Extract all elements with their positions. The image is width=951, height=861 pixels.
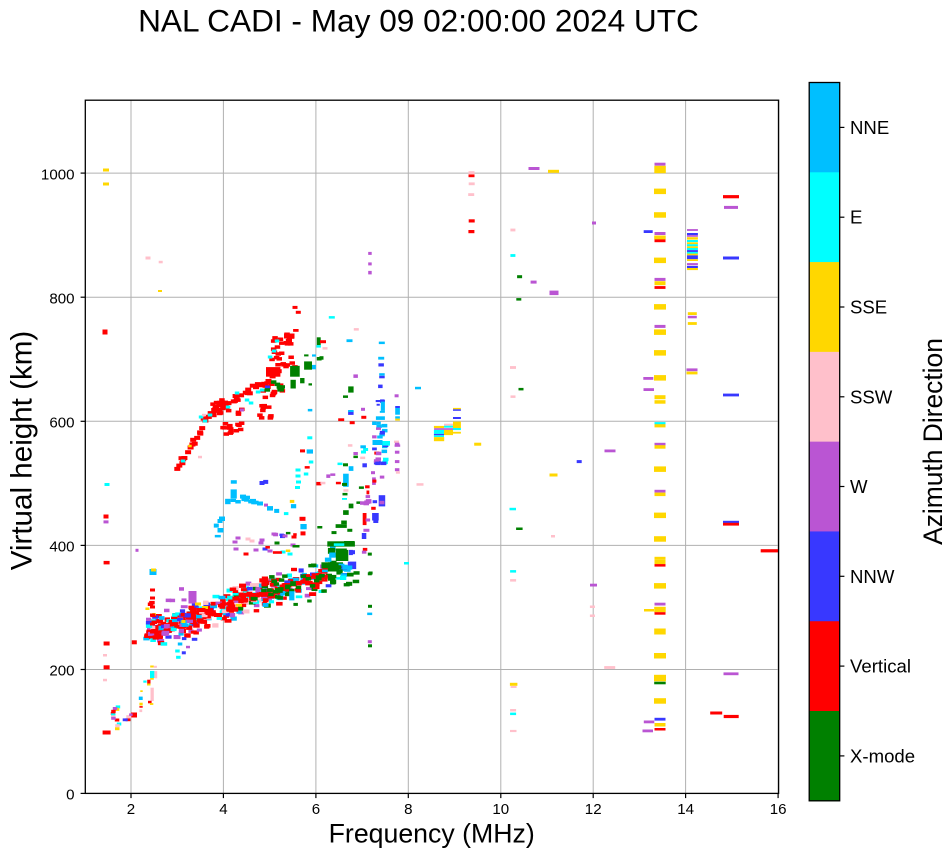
svg-text:8: 8: [404, 801, 412, 818]
svg-text:SSE: SSE: [850, 297, 887, 318]
svg-text:6: 6: [312, 801, 320, 818]
svg-text:200: 200: [49, 663, 74, 680]
svg-text:W: W: [850, 476, 868, 497]
svg-text:Vertical: Vertical: [850, 656, 911, 677]
svg-text:NNE: NNE: [850, 117, 889, 138]
svg-text:0: 0: [66, 787, 74, 804]
svg-text:16: 16: [770, 801, 787, 818]
svg-text:600: 600: [49, 415, 74, 432]
svg-text:Azimuth Direction: Azimuth Direction: [918, 338, 948, 545]
svg-text:10: 10: [492, 801, 509, 818]
svg-text:X-mode: X-mode: [850, 745, 915, 766]
svg-text:E: E: [850, 207, 862, 228]
svg-text:Virtual height (km): Virtual height (km): [6, 331, 39, 571]
svg-text:12: 12: [585, 801, 602, 818]
svg-text:SSW: SSW: [850, 386, 893, 407]
svg-text:2: 2: [127, 801, 135, 818]
svg-text:NNW: NNW: [850, 566, 895, 587]
svg-text:Frequency (MHz): Frequency (MHz): [329, 818, 535, 848]
svg-text:14: 14: [677, 801, 694, 818]
svg-text:NAL CADI - May 09 02:00:00 202: NAL CADI - May 09 02:00:00 2024 UTC: [138, 3, 699, 39]
svg-text:4: 4: [219, 801, 227, 818]
svg-text:800: 800: [49, 290, 74, 307]
svg-text:400: 400: [49, 539, 74, 556]
svg-text:1000: 1000: [41, 166, 75, 183]
